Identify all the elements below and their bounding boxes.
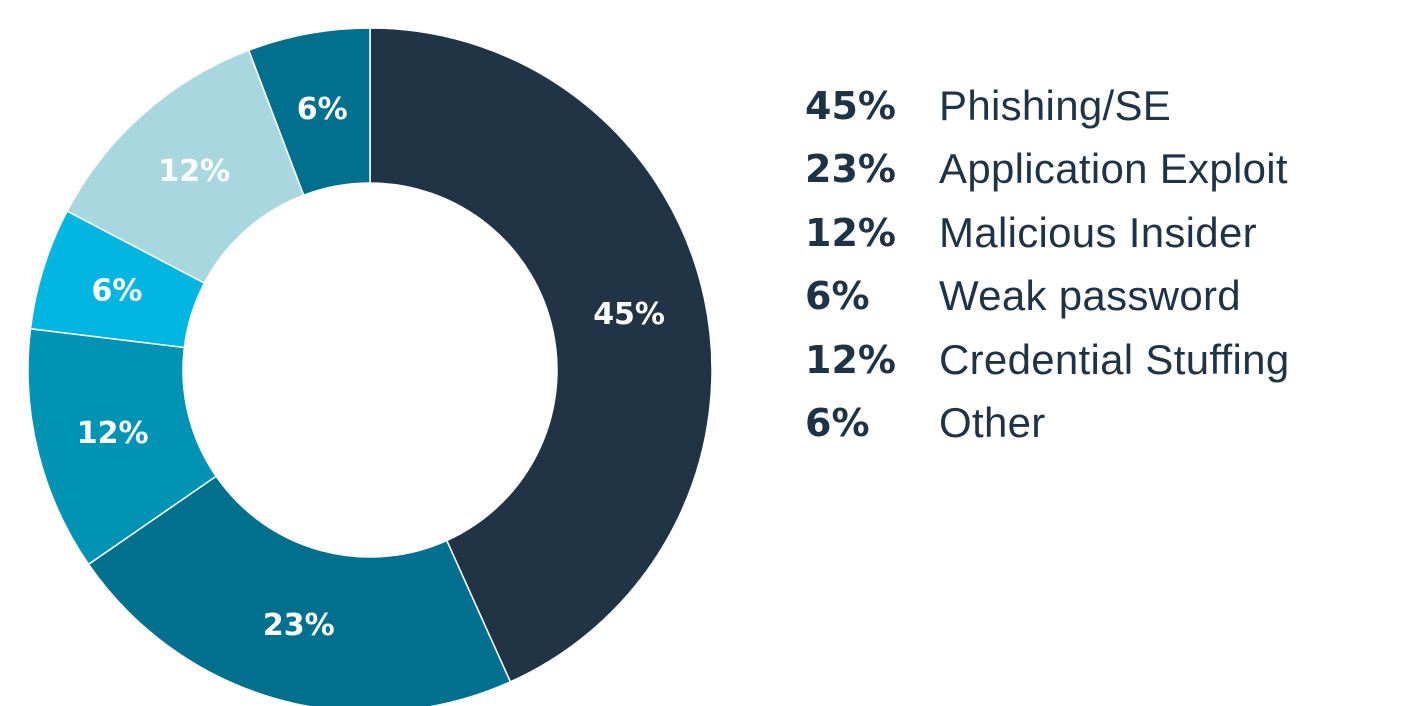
legend-value: 23% — [805, 147, 896, 192]
slice-labels: 45% 23% 12% 6% 12% 6% — [77, 92, 665, 643]
legend-label: Weak password — [939, 272, 1241, 320]
donut-slices — [27, 27, 713, 706]
legend-label: Other — [939, 399, 1046, 447]
slice-other — [247, 27, 371, 197]
slice-malicious-insider — [66, 49, 305, 285]
slice-label: 6% — [92, 274, 143, 309]
legend-label: Application Exploit — [939, 145, 1288, 193]
slice-label: 12% — [77, 416, 149, 451]
slice-credential-stuffing — [27, 327, 218, 566]
legend-label: Malicious Insider — [939, 208, 1257, 256]
donut-chart: 45% 23% 12% 6% 12% 6% — [27, 27, 713, 706]
slice-label: 12% — [158, 154, 230, 189]
legend-value: 45% — [805, 83, 896, 128]
legend-value: 6% — [805, 274, 870, 319]
slice-label: 45% — [593, 297, 665, 332]
legend-value: 12% — [805, 210, 896, 255]
slice-label: 23% — [263, 608, 335, 643]
legend-value: 12% — [805, 337, 896, 382]
slice-application-exploit — [87, 475, 512, 706]
legend-item-application-exploit: 23% Application Exploit — [805, 138, 1289, 202]
legend-item-malicious-insider: 12% Malicious Insider — [805, 201, 1289, 265]
legend-item-weak-password: 6% Weak password — [805, 265, 1289, 329]
legend-label: Phishing/SE — [939, 81, 1172, 129]
legend-item-phishing: 45% Phishing/SE — [805, 74, 1289, 138]
legend-label: Credential Stuffing — [939, 335, 1290, 383]
legend-value: 6% — [805, 401, 870, 446]
legend-item-other: 6% Other — [805, 392, 1289, 456]
slice-phishing-se — [369, 27, 713, 683]
slice-label: 6% — [297, 92, 348, 127]
legend-item-credential-stuffing: 12% Credential Stuffing — [805, 328, 1289, 392]
legend: 45% Phishing/SE 23% Application Exploit … — [805, 74, 1289, 455]
